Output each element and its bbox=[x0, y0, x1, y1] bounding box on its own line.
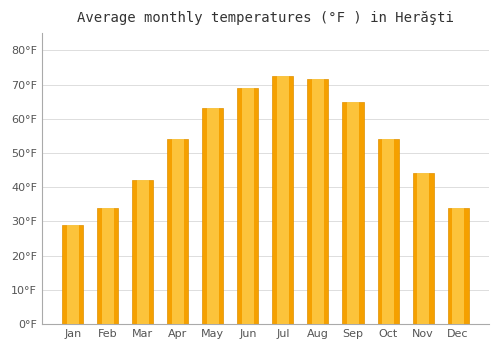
Bar bbox=[67, 225, 78, 324]
Bar bbox=[452, 208, 464, 324]
Bar bbox=[418, 174, 429, 324]
Bar bbox=[132, 180, 154, 324]
Bar bbox=[207, 108, 218, 324]
Bar bbox=[172, 139, 184, 324]
Bar bbox=[448, 208, 468, 324]
Bar bbox=[98, 208, 118, 324]
Bar bbox=[137, 180, 148, 324]
Bar bbox=[382, 139, 394, 324]
Bar bbox=[272, 76, 293, 324]
Bar bbox=[347, 102, 359, 324]
Bar bbox=[202, 108, 224, 324]
Title: Average monthly temperatures (°F ) in Herăşti: Average monthly temperatures (°F ) in He… bbox=[77, 11, 454, 25]
Bar bbox=[242, 88, 254, 324]
Bar bbox=[378, 139, 398, 324]
Bar bbox=[312, 79, 324, 324]
Bar bbox=[412, 174, 434, 324]
Bar bbox=[342, 102, 363, 324]
Bar bbox=[277, 76, 288, 324]
Bar bbox=[62, 225, 84, 324]
Bar bbox=[238, 88, 258, 324]
Bar bbox=[102, 208, 114, 324]
Bar bbox=[168, 139, 188, 324]
Bar bbox=[308, 79, 328, 324]
